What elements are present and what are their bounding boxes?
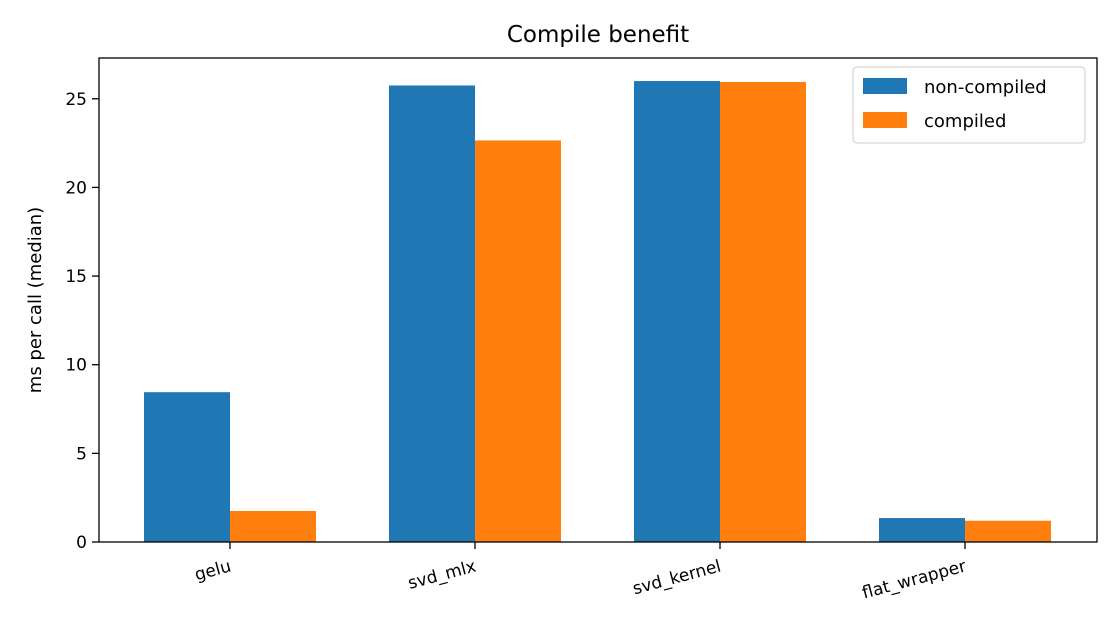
y-tick-label: 10 [65,356,87,376]
bar-flat_wrapper-compiled [965,520,1051,542]
legend-label-compiled: compiled [924,111,1006,132]
bar-svd_kernel-compiled [720,81,806,542]
bar-svd_mlx-compiled [475,140,561,542]
bars-group [144,81,1051,543]
y-tick-label: 15 [65,267,87,287]
bar-gelu-compiled [230,510,316,542]
bar-flat_wrapper-non-compiled [879,518,965,542]
y-axis-label: ms per call (median) [25,207,46,393]
y-tick-label: 0 [76,533,87,553]
bar-svd_mlx-non-compiled [389,85,475,542]
legend: non-compiled compiled [852,66,1086,144]
y-tick-label: 25 [65,90,87,110]
bar-gelu-non-compiled [144,392,230,542]
legend-box [852,66,1086,144]
legend-swatch-non-compiled [863,78,907,94]
legend-label-non-compiled: non-compiled [924,77,1047,98]
y-tick-label: 20 [65,178,87,198]
y-tick-label: 5 [76,444,87,464]
legend-swatch-compiled [863,112,907,128]
bar-svd_kernel-non-compiled [634,81,720,543]
plot-frame [98,57,1098,543]
y-ticks-group: 0 5 10 15 20 25 [65,90,99,553]
chart-title: Compile benefit [507,22,689,48]
